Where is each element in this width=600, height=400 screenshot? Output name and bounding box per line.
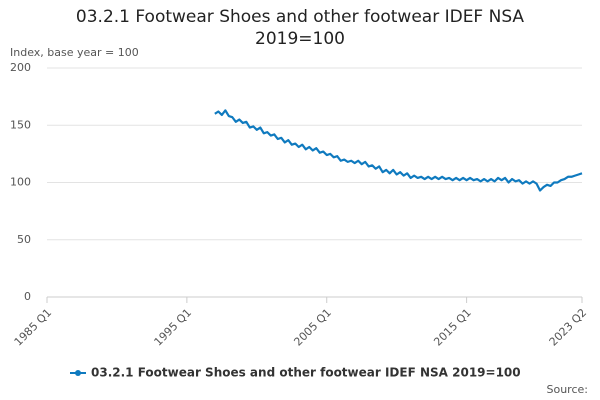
y-tick-label: 200 <box>10 61 31 74</box>
x-tick-label: 2023 Q2 <box>547 306 590 349</box>
x-tick-label: 1995 Q1 <box>152 306 195 349</box>
y-tick-label: 150 <box>10 118 31 131</box>
x-tick-label: 2015 Q1 <box>431 306 474 349</box>
y-tick-label: 100 <box>10 176 31 189</box>
chart-title: 03.2.1 Footwear Shoes and other footwear… <box>75 7 525 49</box>
source: Source: <box>547 383 589 396</box>
x-tick-label: 2005 Q1 <box>291 306 334 349</box>
data-line <box>214 109 583 192</box>
y-tick-label: 0 <box>24 290 31 303</box>
legend-marker <box>75 370 81 376</box>
y-tick-label: 50 <box>17 233 31 246</box>
x-tick-label: 1985 Q1 <box>12 306 55 349</box>
legend-label: 03.2.1 Footwear Shoes and other footwear… <box>91 366 521 380</box>
y-axis-label: Index, base year = 100 <box>10 46 139 59</box>
